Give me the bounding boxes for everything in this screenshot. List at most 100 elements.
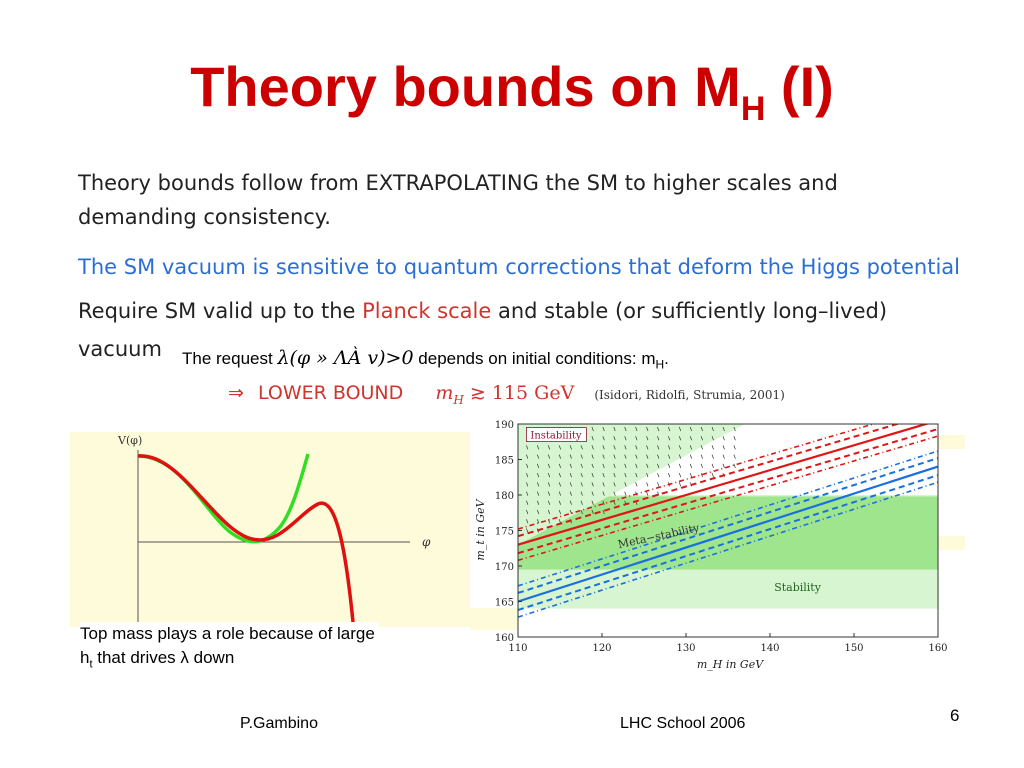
caption-post: that drives λ down (92, 648, 235, 667)
hatch-mark (657, 426, 660, 432)
hatch-mark (635, 482, 638, 487)
hatch-mark (591, 463, 594, 469)
hatch-mark (711, 454, 714, 459)
hatch-mark (624, 491, 627, 496)
hatch-mark (591, 482, 594, 487)
hatch-mark (536, 454, 540, 459)
hatch-mark (678, 463, 682, 469)
hatch-mark (668, 454, 671, 459)
hatch-mark (700, 426, 703, 432)
hatch-mark (711, 463, 714, 469)
series-0-line-1 (518, 424, 901, 538)
hatch-mark (569, 491, 572, 496)
hatch-mark (536, 463, 540, 469)
hatch-mark (722, 463, 725, 469)
hatch-mark (526, 482, 529, 487)
hatch-mark (624, 472, 627, 478)
caption-line-1: Top mass plays a role because of large (80, 624, 375, 643)
hatch-mark (689, 426, 693, 432)
hatch-mark (678, 436, 682, 441)
hatch-mark (689, 436, 693, 441)
hatch-mark (689, 454, 693, 459)
request-pre: The request (182, 349, 278, 368)
hatch-mark (635, 454, 638, 459)
hatch-mark (700, 463, 703, 469)
hatch-mark (526, 500, 529, 505)
hatch-mark (526, 509, 529, 515)
hatch-mark (711, 445, 714, 450)
x-tick-label: 140 (760, 643, 779, 654)
potential-ylabel: V(φ) (117, 434, 142, 447)
hatch-mark (668, 463, 671, 469)
hatch-mark (569, 445, 572, 450)
hatch-mark (678, 445, 682, 450)
hatch-mark (602, 472, 605, 478)
hatch-mark (613, 426, 616, 432)
series-0-line-3 (518, 424, 877, 530)
hatch-mark (711, 472, 714, 478)
hatch-mark (733, 454, 736, 459)
hatch-mark (591, 509, 594, 515)
hatch-mark (722, 426, 725, 432)
lower-math-m: m (435, 382, 454, 404)
hatch-mark (558, 472, 561, 478)
hatch-mark (536, 519, 540, 524)
hatch-mark (635, 463, 638, 469)
lower-math-sub: H (453, 392, 464, 407)
y-tick-label: 190 (495, 420, 514, 431)
hatch-mark (569, 500, 572, 505)
hatch-mark (668, 436, 671, 441)
hatch-mark (569, 454, 572, 459)
series-0-line-2 (518, 428, 938, 555)
chart-ylabel: m_t in GeV (474, 498, 487, 560)
hatch-mark (591, 426, 594, 432)
instability-label-box (526, 427, 587, 442)
hatch-mark (602, 491, 605, 496)
slide-title: Theory bounds on MH (I) (0, 52, 1024, 144)
y-tick-label: 170 (495, 562, 514, 573)
hatch-mark (580, 500, 583, 505)
hatch-mark (657, 491, 660, 496)
hatch-mark (602, 454, 605, 459)
lower-bound-math: mH ≳ 115 GeV (435, 382, 574, 407)
implies-arrow-icon: ⇒ (228, 382, 244, 404)
lower-math-relation: ≳ (469, 382, 486, 404)
caption-top-mass: Top mass plays a role because of large h… (80, 622, 379, 677)
hatch-mark (547, 463, 551, 469)
planck-scale-highlight: Planck scale (362, 299, 492, 323)
paragraph-1-line-2: demanding consistency. (78, 205, 331, 229)
hatch-mark (526, 463, 529, 469)
series-1-line-3 (518, 450, 938, 587)
series-1-line-2 (518, 474, 938, 611)
hatch-mark (657, 482, 660, 487)
series-1-line-1 (518, 457, 938, 594)
hatch-mark (646, 472, 649, 478)
hatch-mark (547, 509, 551, 515)
hatch-mark (602, 463, 605, 469)
paragraph-planck: Require SM valid up to the Planck scale … (78, 294, 887, 328)
paragraph-extrapolating: Theory bounds follow from EXTRAPOLATING … (78, 166, 838, 234)
instability-region (518, 424, 745, 545)
hatch-mark (678, 472, 682, 478)
hatch-mark (624, 436, 627, 441)
hatch-mark (602, 426, 605, 432)
hatch-mark (624, 482, 627, 487)
hatch-mark (635, 436, 638, 441)
caption-h: h (80, 648, 90, 667)
series-1-line-4 (518, 481, 938, 618)
hatch-mark (678, 454, 682, 459)
hatch-mark (547, 519, 551, 524)
hatch-mark (613, 436, 616, 441)
region-label-instability: Instability (530, 431, 582, 442)
x-tick-label: 160 (928, 643, 947, 654)
x-tick-label: 120 (592, 643, 611, 654)
hatch-mark (700, 472, 703, 478)
title-subscript: H (740, 90, 766, 128)
hatch-mark (624, 426, 627, 432)
hatch-mark (668, 472, 671, 478)
hatch-mark (624, 463, 627, 469)
hatch-mark (602, 509, 605, 515)
footer-event: LHC School 2006 (620, 715, 746, 732)
hatch-mark (646, 454, 649, 459)
series-0-line-0 (518, 424, 930, 546)
